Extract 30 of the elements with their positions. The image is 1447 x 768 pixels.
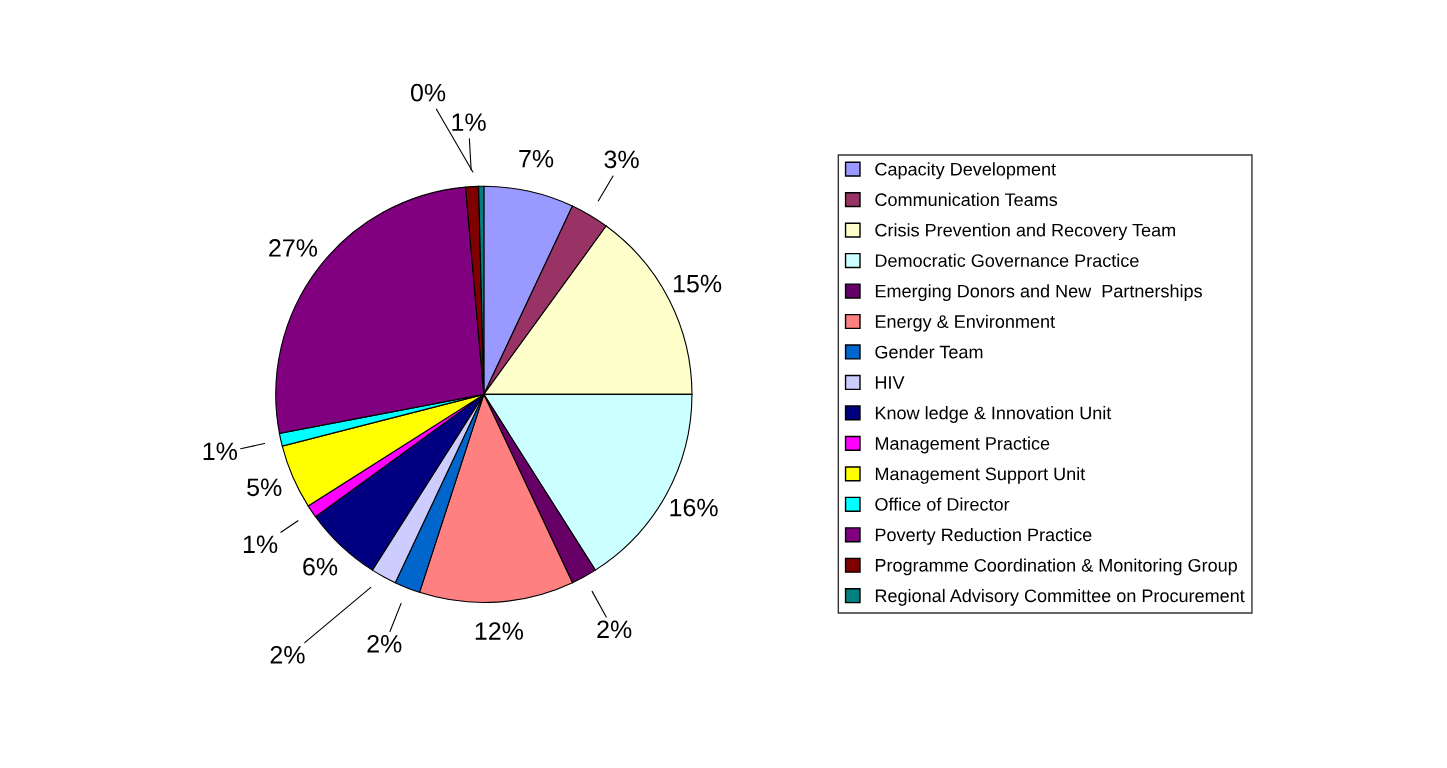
legend-label: HIV [875,376,905,389]
legend-label: Programme Coordination & Monitoring Group [875,558,1237,576]
data-label: 1% [452,113,486,131]
legend-label: Management Support Unit [875,467,1086,484]
data-label: 5% [247,478,282,497]
legend-label: Management Practice [875,436,1050,454]
data-label: 2% [367,634,402,653]
data-label: 16% [670,498,718,517]
data-label: 2% [597,620,632,639]
data-label: 6% [303,557,338,576]
data-label: 7% [519,149,554,168]
legend-label: Poverty Reduction Practice [875,527,1092,545]
legend-label: Emerging Donors and New Partnerships [875,284,1202,302]
legend-label: Capacity Development [875,162,1056,180]
data-label: 3% [604,150,639,169]
legend-label: Energy & Environment [875,314,1055,332]
legend-label: Gender Team [875,345,983,359]
legend-label: Regional Advisory Committee on Procurement [875,588,1245,606]
legend-label: Crisis Prevention and Recovery Team [875,223,1175,241]
legend-label: Democratic Governance Practice [875,253,1139,268]
data-label: 1% [203,442,238,461]
legend-label: Know ledge & Innovation Unit [875,406,1112,423]
data-label: 2% [270,646,305,664]
data-label: 27% [269,239,318,257]
data-label: 1% [243,535,278,554]
data-label: 15% [673,274,722,293]
legend-label: Communication Teams [875,192,1058,207]
legend-label: Office of Director [875,497,1010,511]
data-label: 12% [475,622,524,640]
data-label: 0% [410,83,446,102]
